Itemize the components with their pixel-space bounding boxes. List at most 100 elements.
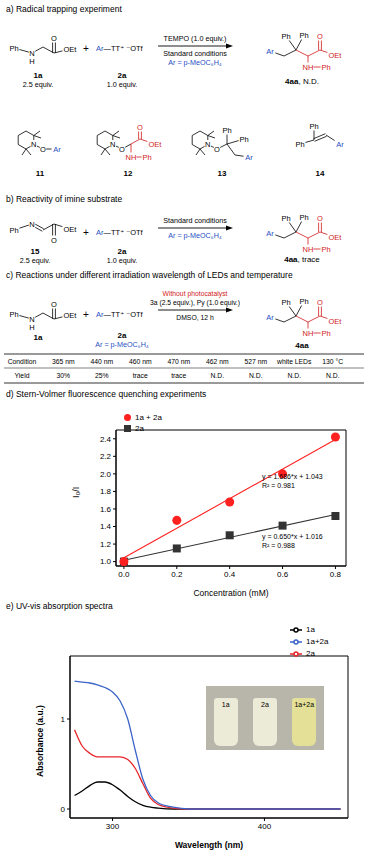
svg-text:462 nm: 462 nm	[206, 358, 229, 365]
svg-text:Ar: Ar	[266, 313, 274, 322]
svg-text:12: 12	[124, 169, 133, 178]
svg-text:N.D.: N.D.	[249, 372, 263, 379]
svg-text:470 nm: 470 nm	[167, 358, 190, 365]
svg-text:2.4: 2.4	[100, 435, 112, 444]
svg-text:Ph: Ph	[299, 31, 308, 40]
svg-text:0.6: 0.6	[277, 570, 289, 579]
svg-text:N: N	[31, 140, 36, 149]
svg-text:O: O	[317, 298, 323, 307]
svg-text:Ar—TT⁺ ⁻OTf: Ar—TT⁺ ⁻OTf	[96, 44, 144, 53]
svg-text:Ph: Ph	[281, 214, 290, 223]
svg-text:O: O	[51, 34, 57, 43]
svg-text:2a: 2a	[118, 247, 127, 256]
svg-text:Ar: Ar	[245, 153, 253, 162]
svg-text:H: H	[29, 323, 34, 332]
svg-text:N: N	[29, 220, 34, 229]
svg-text:c) Reactions under different i: c) Reactions under different irradiation…	[6, 270, 293, 280]
svg-text:400: 400	[258, 822, 272, 831]
svg-text:1.2: 1.2	[100, 540, 112, 549]
svg-text:Ph: Ph	[239, 135, 248, 144]
svg-text:1: 1	[61, 715, 66, 724]
svg-text:1.6: 1.6	[100, 505, 112, 514]
svg-text:+: +	[83, 309, 89, 320]
svg-text:Ph: Ph	[281, 32, 290, 41]
svg-text:I₀/I: I₀/I	[71, 487, 81, 498]
svg-text:1.0: 1.0	[100, 557, 112, 566]
svg-text:2a: 2a	[118, 71, 127, 80]
svg-text:Ph: Ph	[321, 329, 330, 338]
svg-text:1a: 1a	[34, 71, 43, 80]
svg-text:460 nm: 460 nm	[129, 358, 152, 365]
svg-text:Standard conditions: Standard conditions	[163, 216, 227, 225]
svg-text:Ph: Ph	[9, 44, 18, 53]
svg-text:Ph: Ph	[321, 63, 330, 72]
svg-text:OEt: OEt	[329, 317, 343, 326]
svg-text:O: O	[51, 300, 57, 309]
svg-text:Ph: Ph	[9, 226, 18, 235]
svg-text:OEt: OEt	[64, 225, 78, 234]
svg-text:H: H	[29, 57, 34, 66]
svg-text:Ar = p-MeOC₆H₄: Ar = p-MeOC₆H₄	[168, 58, 222, 67]
svg-text:Ph: Ph	[295, 140, 304, 149]
svg-text:N: N	[110, 140, 115, 149]
svg-text:Ar: Ar	[53, 145, 61, 154]
svg-text:N: N	[205, 140, 210, 149]
svg-text:Ar = p-MeOC₆H₄: Ar = p-MeOC₆H₄	[168, 231, 222, 240]
svg-text:0.8: 0.8	[330, 570, 342, 579]
svg-text:2.0: 2.0	[100, 470, 112, 479]
svg-text:O: O	[214, 145, 220, 154]
svg-text:4aa, trace: 4aa, trace	[284, 255, 320, 264]
svg-text:NH: NH	[126, 153, 137, 162]
svg-text:O: O	[317, 214, 323, 223]
svg-text:1a: 1a	[34, 333, 43, 342]
svg-text:Ph: Ph	[321, 245, 330, 254]
svg-text:30%: 30%	[56, 372, 70, 379]
svg-text:Ph: Ph	[299, 297, 308, 306]
svg-text:white LEDs: white LEDs	[276, 358, 312, 365]
svg-text:1.8: 1.8	[100, 487, 112, 496]
svg-text:TEMPO (1.0 equiv.): TEMPO (1.0 equiv.)	[164, 34, 227, 43]
svg-text:0.0: 0.0	[118, 570, 130, 579]
svg-text:0.4: 0.4	[224, 570, 236, 579]
svg-text:Condition: Condition	[8, 358, 37, 365]
svg-text:Wavelength (nm): Wavelength (nm)	[175, 840, 243, 850]
svg-text:440 nm: 440 nm	[90, 358, 113, 365]
svg-text:527 nm: 527 nm	[244, 358, 267, 365]
svg-text:N.D.: N.D.	[287, 372, 301, 379]
svg-text:3a (2.5 equiv.), Py (1.0 equiv: 3a (2.5 equiv.), Py (1.0 equiv.)	[150, 299, 240, 307]
svg-text:4aa, N.D.: 4aa, N.D.	[285, 77, 319, 86]
svg-text:1.4: 1.4	[100, 522, 112, 531]
svg-text:11: 11	[36, 169, 45, 178]
svg-text:130 °C: 130 °C	[322, 358, 343, 365]
svg-text:Ar: Ar	[266, 229, 274, 238]
svg-text:Without photocatalyst: Without photocatalyst	[163, 290, 228, 298]
svg-text:25%: 25%	[95, 372, 109, 379]
svg-text:DMSO, 12 h: DMSO, 12 h	[176, 314, 214, 321]
svg-text:Ar: Ar	[266, 47, 274, 56]
svg-text:NH: NH	[303, 329, 314, 338]
svg-text:14: 14	[316, 169, 325, 178]
svg-text:OEt: OEt	[329, 233, 343, 242]
svg-text:NH: NH	[303, 63, 314, 72]
svg-text:Ph: Ph	[281, 298, 290, 307]
svg-text:Ph: Ph	[142, 153, 151, 162]
svg-text:O: O	[51, 236, 57, 245]
svg-text:Standard conditions: Standard conditions	[163, 49, 227, 58]
svg-text:NH: NH	[303, 245, 314, 254]
svg-text:0.2: 0.2	[171, 570, 183, 579]
svg-text:4aa: 4aa	[295, 341, 309, 350]
svg-text:Ar—TT⁺ ⁻OTf: Ar—TT⁺ ⁻OTf	[96, 228, 144, 237]
svg-text:Ph: Ph	[222, 126, 231, 135]
svg-text:2a: 2a	[118, 331, 127, 340]
svg-text:+: +	[83, 43, 89, 54]
svg-text:OEt: OEt	[329, 51, 343, 60]
svg-text:Ar: Ar	[336, 140, 344, 149]
svg-text:O: O	[119, 145, 125, 154]
svg-text:300: 300	[106, 822, 120, 831]
svg-text:O: O	[137, 123, 143, 132]
svg-text:2.5 equiv.: 2.5 equiv.	[23, 80, 54, 89]
svg-text:0: 0	[61, 805, 66, 814]
svg-text:Ph: Ph	[9, 310, 18, 319]
svg-text:N.D.: N.D.	[210, 372, 224, 379]
svg-text:N.D.: N.D.	[326, 372, 340, 379]
